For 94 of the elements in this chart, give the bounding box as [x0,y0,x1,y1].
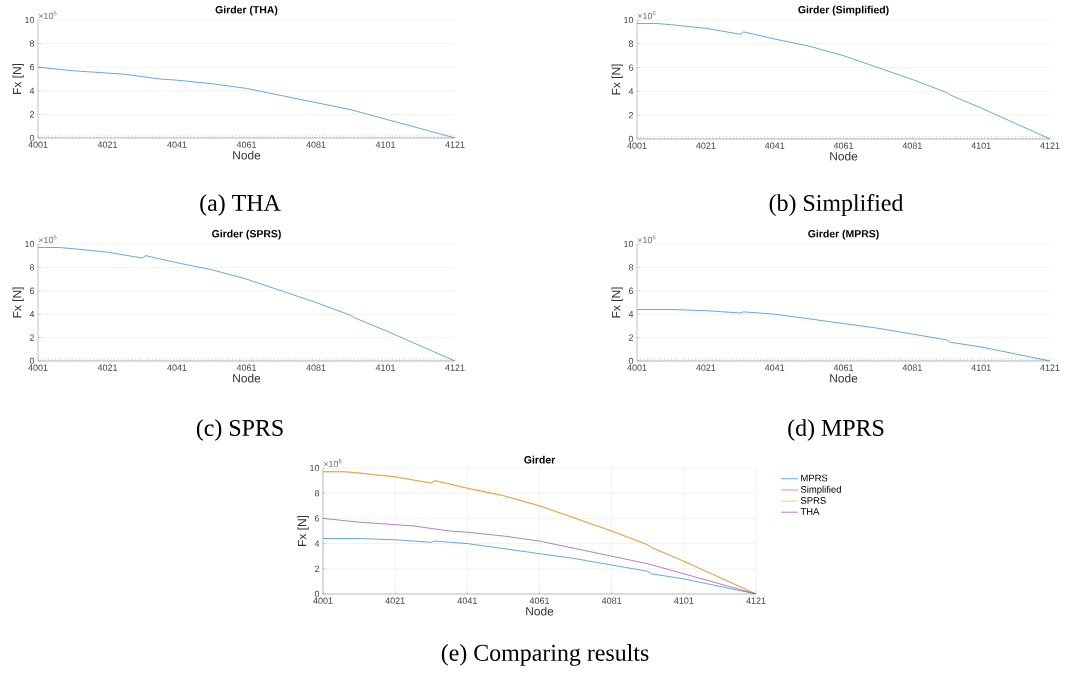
y-axis-title: Fx [N] [611,287,623,318]
y-tick-label: 0 [314,590,320,598]
x-tick-label: 4081 [306,141,326,148]
y-tick-label: 6 [29,64,35,71]
y-tick-label: 6 [628,64,634,71]
legend-label: Simplified [800,485,841,495]
x-tick-label: 4001 [313,597,333,604]
y-tick-label: 4 [29,311,35,318]
chart-title: Girder (Simplified) [798,5,889,16]
x-tick-label: 4081 [306,364,326,371]
text: (d) MPRS [788,419,884,441]
chart-title: Girder (MPRS) [808,229,879,240]
x-tick-label: 4041 [167,141,187,148]
x-tick-label: 4061 [236,141,257,148]
x-tick-label: 4001 [627,142,647,149]
x-tick-label: 4001 [627,364,647,371]
x-tick-label: 4061 [833,142,854,149]
x-tick-label: 4081 [902,364,922,371]
y-tick-label: 2 [628,112,634,119]
text: ×10$^{6}$ [38,235,57,244]
y-tick-label: 4 [29,87,35,94]
y-tick-label: 8 [29,40,35,47]
y-tick-label: 10 [624,16,634,24]
y-tick-label: 10 [25,240,35,248]
x-tick-label: 4061 [236,364,257,371]
y-axis-title: Fx [N] [12,63,24,94]
x-tick-label: 4041 [457,597,477,604]
chart-title: Girder (THA) [215,5,278,16]
y-tick-label: 8 [628,264,634,271]
text: ×10$^{6}$ [38,11,57,20]
legend-label: THA [800,508,820,515]
x-tick-label: 4121 [746,597,766,604]
y-tick-label: 2 [628,334,634,341]
x-tick-label: 4041 [764,142,785,149]
y-tick-label: 8 [29,264,35,271]
x-tick-label: 4121 [1040,364,1060,371]
y-tick-label: 2 [29,334,35,341]
x-tick-label: 4001 [28,364,48,371]
legend-label: MPRS [801,474,828,482]
chart-title: Girder [524,455,556,464]
x-tick-label: 4101 [375,364,396,371]
y-tick-label: 6 [314,515,320,522]
y-tick-label: 4 [628,88,634,95]
y-tick-label: 10 [310,464,320,472]
y-tick-label: 10 [25,16,35,24]
text: ×10$^{6}$ [637,235,656,244]
y-tick-label: 8 [628,40,634,47]
x-tick-label: 4021 [696,364,716,371]
y-tick-label: 2 [29,111,35,118]
x-tick-label: 4081 [902,142,922,149]
x-axis-title: Node [233,150,261,160]
y-tick-label: 6 [29,287,35,294]
text: ×10$^{6}$ [637,11,656,20]
x-axis-title: Node [233,373,261,383]
x-tick-label: 4001 [28,141,48,148]
x-axis-title: Node [526,606,554,616]
legend-label: SPRS [800,497,826,504]
x-axis-title: Node [830,151,858,161]
text: (b) Simplified [769,194,904,216]
y-tick-label: 4 [314,540,320,547]
y-tick-label: 2 [314,565,320,572]
x-tick-label: 4041 [764,364,785,371]
y-tick-label: 8 [314,490,320,497]
x-tick-label: 4021 [97,364,118,371]
y-axis-title: Fx [N] [611,64,623,95]
x-tick-label: 4021 [696,142,716,149]
y-tick-label: 0 [628,357,634,365]
y-tick-label: 0 [29,134,35,142]
y-tick-label: 4 [628,311,634,318]
x-tick-label: 4121 [445,364,465,371]
y-tick-label: 0 [29,357,35,365]
x-tick-label: 4041 [167,364,187,371]
x-tick-label: 4061 [529,597,550,604]
text: (a) THA [200,194,281,216]
text: (c) SPRS [196,419,283,441]
text: ×10$^{6}$ [323,459,342,468]
x-tick-label: 4021 [385,597,405,604]
x-tick-label: 4101 [971,142,991,149]
x-tick-label: 4101 [375,141,396,148]
x-axis-title: Node [830,373,858,383]
x-tick-label: 4121 [445,141,465,148]
y-tick-label: 10 [624,240,634,248]
x-tick-label: 4101 [971,364,991,371]
x-tick-label: 4061 [833,364,854,371]
x-tick-label: 4081 [601,597,622,604]
x-tick-label: 4121 [1040,142,1060,149]
y-tick-label: 6 [628,287,634,294]
y-tick-label: 0 [628,135,634,143]
x-tick-label: 4101 [674,597,694,604]
text: (e) Comparing results [441,644,649,666]
chart-title: Girder (SPRS) [212,229,281,240]
y-axis-title: Fx [N] [297,515,309,546]
x-tick-label: 4021 [97,141,118,148]
y-axis-title: Fx [N] [12,287,24,318]
